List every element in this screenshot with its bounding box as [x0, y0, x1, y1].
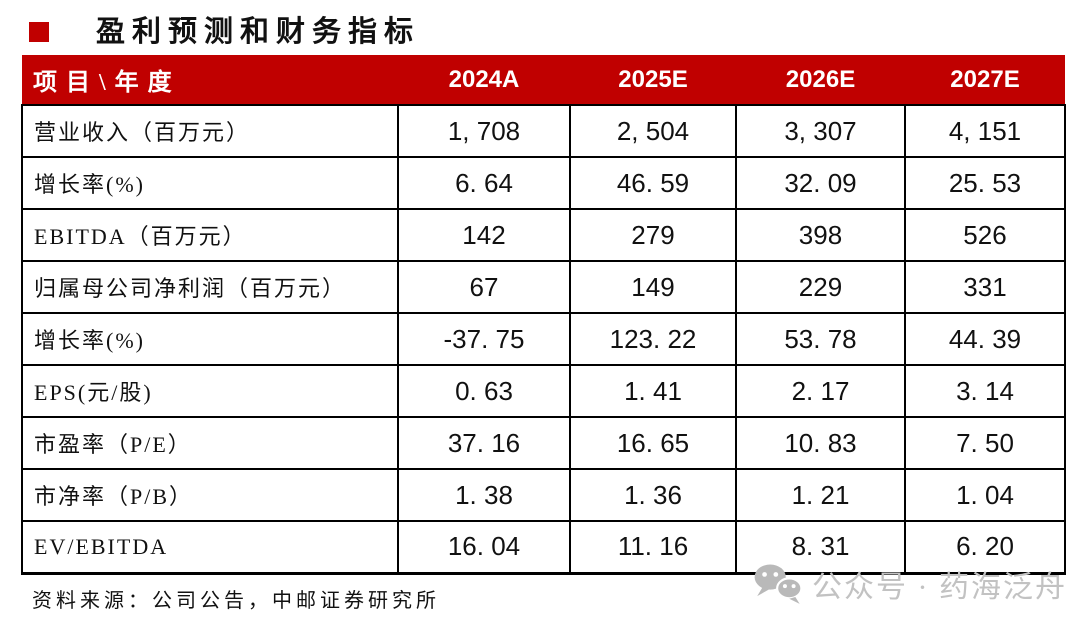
cell-value: 1, 708 — [397, 104, 571, 158]
row-label: 归属母公司净利润（百万元） — [21, 260, 399, 314]
row-label: 增长率(%) — [21, 156, 399, 210]
cell-value: 32. 09 — [735, 156, 906, 210]
watermark: 公众号 · 药海泛舟 — [752, 562, 1067, 606]
row-label: EPS(元/股) — [21, 364, 399, 418]
row-label: 营业收入（百万元） — [21, 104, 399, 158]
col-header-item-year: 项目\年度 — [22, 55, 398, 105]
section-header: 盈利预测和财务指标 — [29, 8, 420, 50]
cell-value: 229 — [735, 260, 906, 314]
cell-value: 2. 17 — [735, 364, 906, 418]
table-row: 市净率（P/B） 1. 38 1. 36 1. 21 1. 04 — [21, 468, 1066, 522]
cell-value: 331 — [904, 260, 1066, 314]
cell-value: 16. 65 — [569, 416, 737, 470]
cell-value: 37. 16 — [397, 416, 571, 470]
row-label: 增长率(%) — [21, 312, 399, 366]
cell-value: 279 — [569, 208, 737, 262]
table-row: EV/EBITDA 16. 04 11. 16 8. 31 6. 20 — [21, 520, 1066, 575]
cell-value: 67 — [397, 260, 571, 314]
cell-value: 4, 151 — [904, 104, 1066, 158]
cell-value: 53. 78 — [735, 312, 906, 366]
cell-value: 46. 59 — [569, 156, 737, 210]
cell-value: 1. 38 — [397, 468, 571, 522]
col-header-2026e: 2026E — [736, 55, 905, 105]
financial-forecast-table: 项目\年度 2024A 2025E 2026E 2027E 营业收入（百万元） … — [21, 55, 1066, 575]
cell-value: 2, 504 — [569, 104, 737, 158]
cell-value: 1. 41 — [569, 364, 737, 418]
cell-value: 526 — [904, 208, 1066, 262]
table-row: 增长率(%) -37. 75 123. 22 53. 78 44. 39 — [21, 312, 1066, 366]
col-header-2025e: 2025E — [570, 55, 736, 105]
cell-value: 0. 63 — [397, 364, 571, 418]
row-label: EBITDA（百万元） — [21, 208, 399, 262]
cell-value: 1. 21 — [735, 468, 906, 522]
cell-value: 25. 53 — [904, 156, 1066, 210]
cell-value: 1. 04 — [904, 468, 1066, 522]
cell-value: 8. 31 — [735, 520, 906, 575]
table-row: 归属母公司净利润（百万元） 67 149 229 331 — [21, 260, 1066, 314]
table-body: 营业收入（百万元） 1, 708 2, 504 3, 307 4, 151 增长… — [21, 104, 1066, 575]
header-row: 项目\年度 2024A 2025E 2026E 2027E — [22, 55, 1065, 105]
section-bullet-icon — [29, 21, 49, 42]
cell-value: 7. 50 — [904, 416, 1066, 470]
source-note: 资料来源：公司公告，中邮证券研究所 — [32, 590, 440, 612]
table-row: 营业收入（百万元） 1, 708 2, 504 3, 307 4, 151 — [21, 104, 1066, 158]
cell-value: -37. 75 — [397, 312, 571, 366]
row-label: 市净率（P/B） — [21, 468, 399, 522]
table-header: 项目\年度 2024A 2025E 2026E 2027E — [22, 55, 1065, 105]
cell-value: 6. 20 — [904, 520, 1066, 575]
cell-value: 3, 307 — [735, 104, 906, 158]
cell-value: 6. 64 — [397, 156, 571, 210]
table-row: 增长率(%) 6. 64 46. 59 32. 09 25. 53 — [21, 156, 1066, 210]
cell-value: 44. 39 — [904, 312, 1066, 366]
cell-value: 1. 36 — [569, 468, 737, 522]
cell-value: 142 — [397, 208, 571, 262]
cell-value: 3. 14 — [904, 364, 1066, 418]
col-header-2027e: 2027E — [905, 55, 1065, 105]
table-row: 市盈率（P/E） 37. 16 16. 65 10. 83 7. 50 — [21, 416, 1066, 470]
page-title: 盈利预测和财务指标 — [96, 16, 421, 48]
cell-value: 398 — [735, 208, 906, 262]
wechat-icon — [754, 564, 803, 604]
row-label: 市盈率（P/E） — [21, 416, 399, 470]
row-label: EV/EBITDA — [21, 520, 399, 575]
col-header-2024a: 2024A — [398, 55, 570, 105]
cell-value: 123. 22 — [569, 312, 737, 366]
table-row: EBITDA（百万元） 142 279 398 526 — [21, 208, 1066, 262]
cell-value: 11. 16 — [569, 520, 737, 575]
cell-value: 16. 04 — [397, 520, 571, 575]
table-row: EPS(元/股) 0. 63 1. 41 2. 17 3. 14 — [21, 364, 1066, 418]
cell-value: 149 — [569, 260, 737, 314]
cell-value: 10. 83 — [735, 416, 906, 470]
watermark-text: 公众号 · 药海泛舟 — [812, 571, 1067, 604]
